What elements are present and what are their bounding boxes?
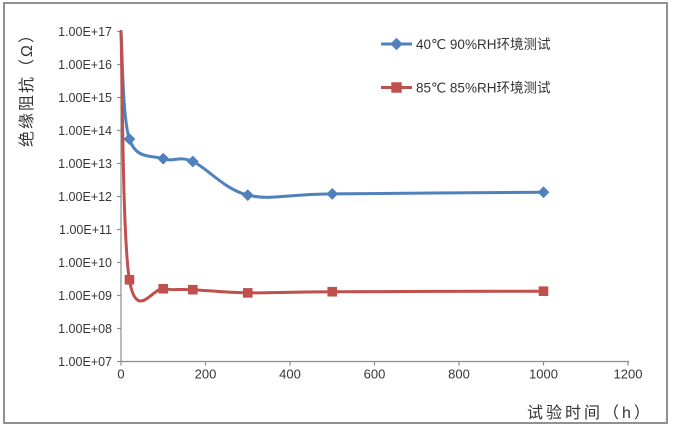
y-tick-label: 1.00E+12 bbox=[58, 190, 112, 204]
x-axis-title: 试验时间（h） bbox=[527, 405, 653, 422]
x-tick-label: 1200 bbox=[614, 367, 643, 382]
legend-marker bbox=[390, 37, 403, 51]
x-tick-label: 0 bbox=[117, 367, 124, 382]
legend-marker bbox=[391, 82, 402, 93]
data-point-marker bbox=[186, 155, 199, 168]
x-tick-label: 200 bbox=[195, 367, 217, 382]
data-point-marker bbox=[124, 274, 135, 285]
y-tick-label: 1.00E+09 bbox=[58, 289, 112, 303]
data-point-marker bbox=[158, 283, 169, 294]
series-group-1 bbox=[119, 30, 549, 303]
data-point-marker bbox=[326, 187, 339, 200]
y-tick-label: 1.00E+10 bbox=[58, 256, 112, 270]
y-tick-label: 1.00E+14 bbox=[58, 124, 112, 138]
x-tick-label: 600 bbox=[364, 367, 386, 382]
y-tick-label: 1.00E+11 bbox=[59, 223, 112, 237]
series-line-1 bbox=[119, 30, 545, 303]
y-tick-label: 1.00E+17 bbox=[58, 25, 112, 39]
series-group-0 bbox=[119, 30, 550, 202]
data-point-marker bbox=[188, 284, 198, 295]
data-point-marker bbox=[123, 133, 136, 145]
legend-label: 85℃ 85%RH环境测试 bbox=[416, 80, 551, 95]
data-point-marker bbox=[242, 288, 253, 298]
data-point-marker bbox=[157, 152, 170, 165]
chart-frame bbox=[3, 2, 668, 424]
x-tick-label: 800 bbox=[448, 367, 470, 382]
y-tick-label: 1.00E+16 bbox=[58, 58, 112, 72]
y-axis-title: 绝缘阻抗（Ω） bbox=[19, 25, 36, 147]
data-point-marker bbox=[537, 186, 550, 199]
legend-item-1: 85℃ 85%RH环境测试 bbox=[381, 80, 551, 95]
y-tick-label: 1.00E+13 bbox=[58, 157, 112, 171]
data-point-marker bbox=[327, 286, 338, 297]
y-tick-label: 1.00E+08 bbox=[58, 322, 112, 336]
series-line-0 bbox=[119, 30, 545, 199]
x-tick-label: 400 bbox=[279, 367, 301, 382]
legend-label: 40℃ 90%RH环境测试 bbox=[416, 37, 551, 52]
y-tick-label: 1.00E+15 bbox=[58, 91, 112, 105]
data-point-marker bbox=[241, 189, 254, 202]
data-point-marker bbox=[538, 286, 549, 296]
y-tick-label: 1.00E+07 bbox=[58, 355, 112, 369]
x-tick-label: 1000 bbox=[529, 367, 558, 382]
legend-item-0: 40℃ 90%RH环境测试 bbox=[381, 37, 551, 52]
